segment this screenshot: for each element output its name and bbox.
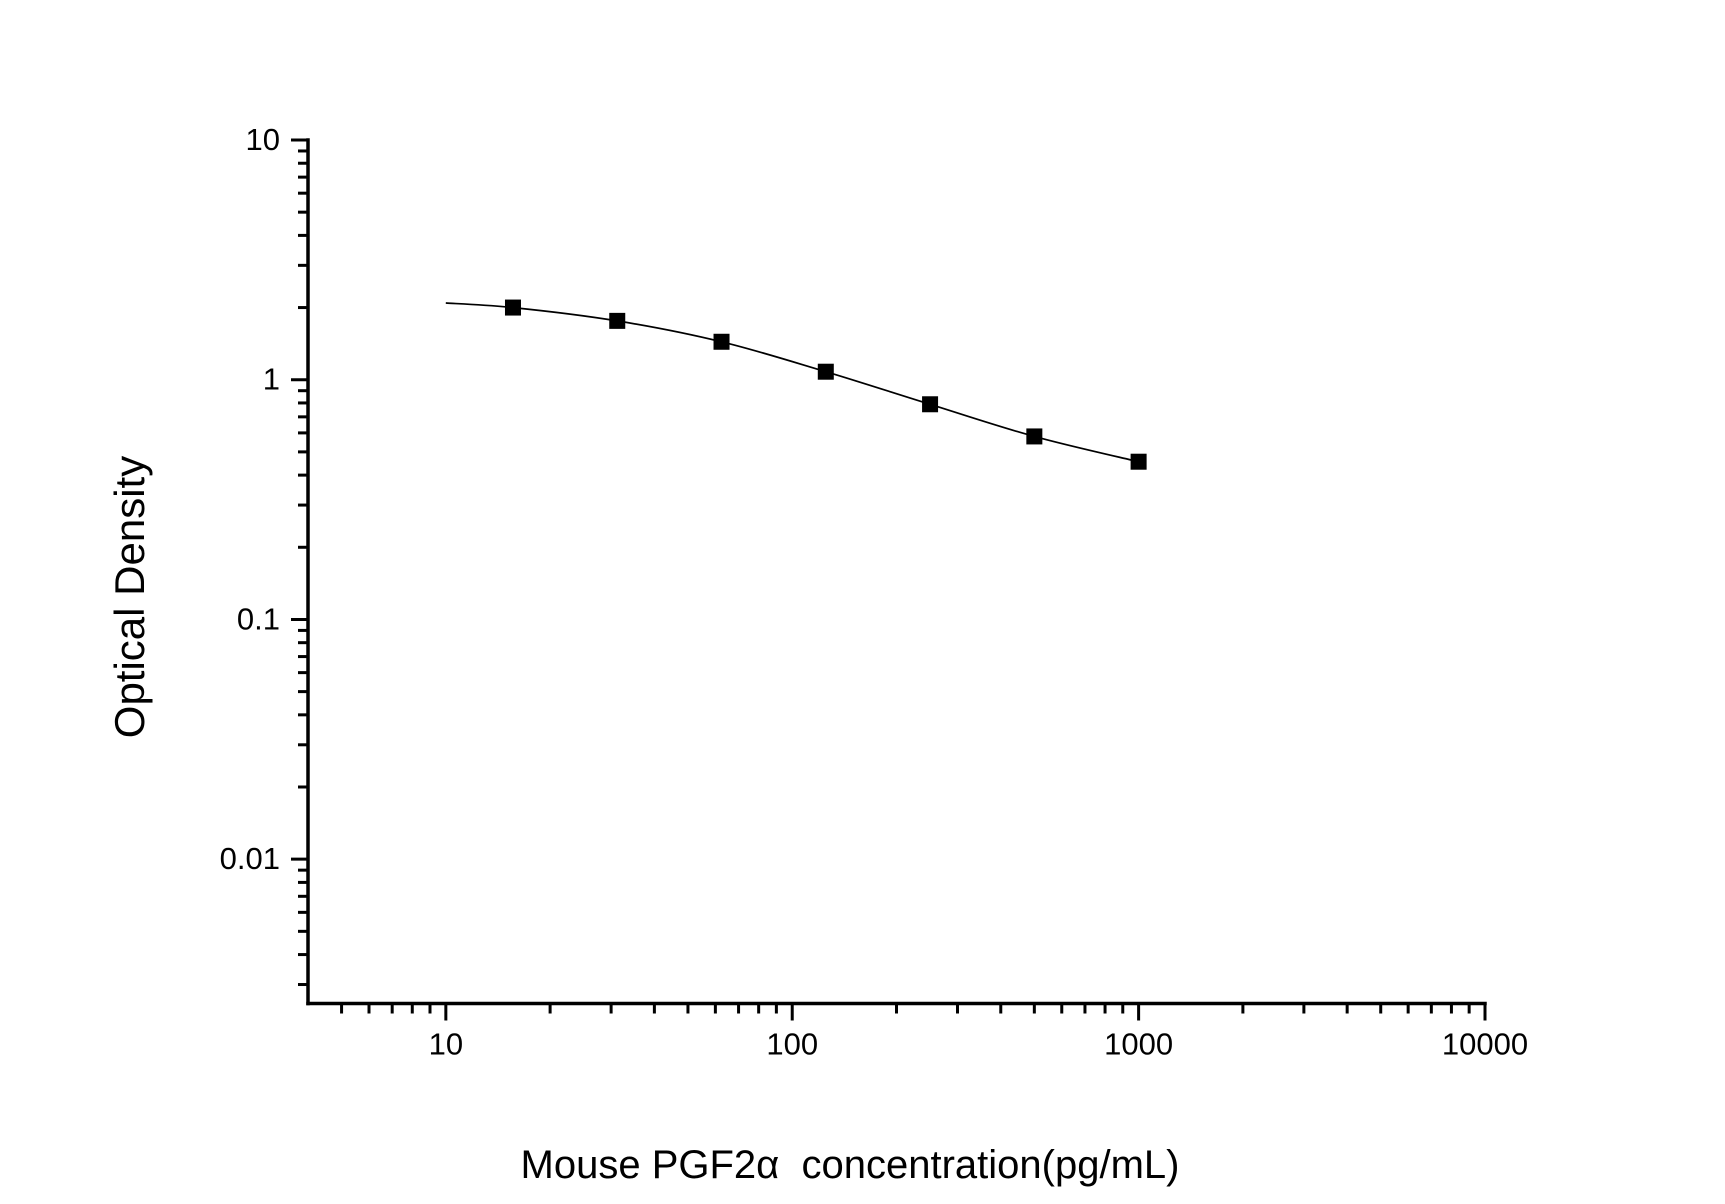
data-point-marker	[609, 312, 626, 329]
x-tick-label: 10	[429, 1027, 463, 1062]
data-point-marker	[1130, 453, 1147, 470]
data-point-marker	[713, 333, 730, 350]
y-tick-label: 0.01	[220, 841, 280, 876]
y-tick-label: 1	[263, 362, 280, 397]
y-tick-label: 10	[246, 122, 280, 157]
x-tick-label: 1000	[1104, 1027, 1173, 1062]
data-point-marker	[1026, 428, 1043, 445]
data-point-marker	[504, 299, 521, 316]
y-axis-title: Optical Density	[105, 455, 153, 739]
data-point-marker	[922, 396, 939, 413]
data-point-marker	[817, 363, 834, 380]
y-tick-label: 0.1	[237, 601, 280, 636]
x-tick-label: 10000	[1442, 1027, 1528, 1062]
x-axis-title: Mouse PGF2α concentration(pg/mL)	[520, 1143, 1180, 1187]
x-tick-label: 100	[766, 1027, 818, 1062]
